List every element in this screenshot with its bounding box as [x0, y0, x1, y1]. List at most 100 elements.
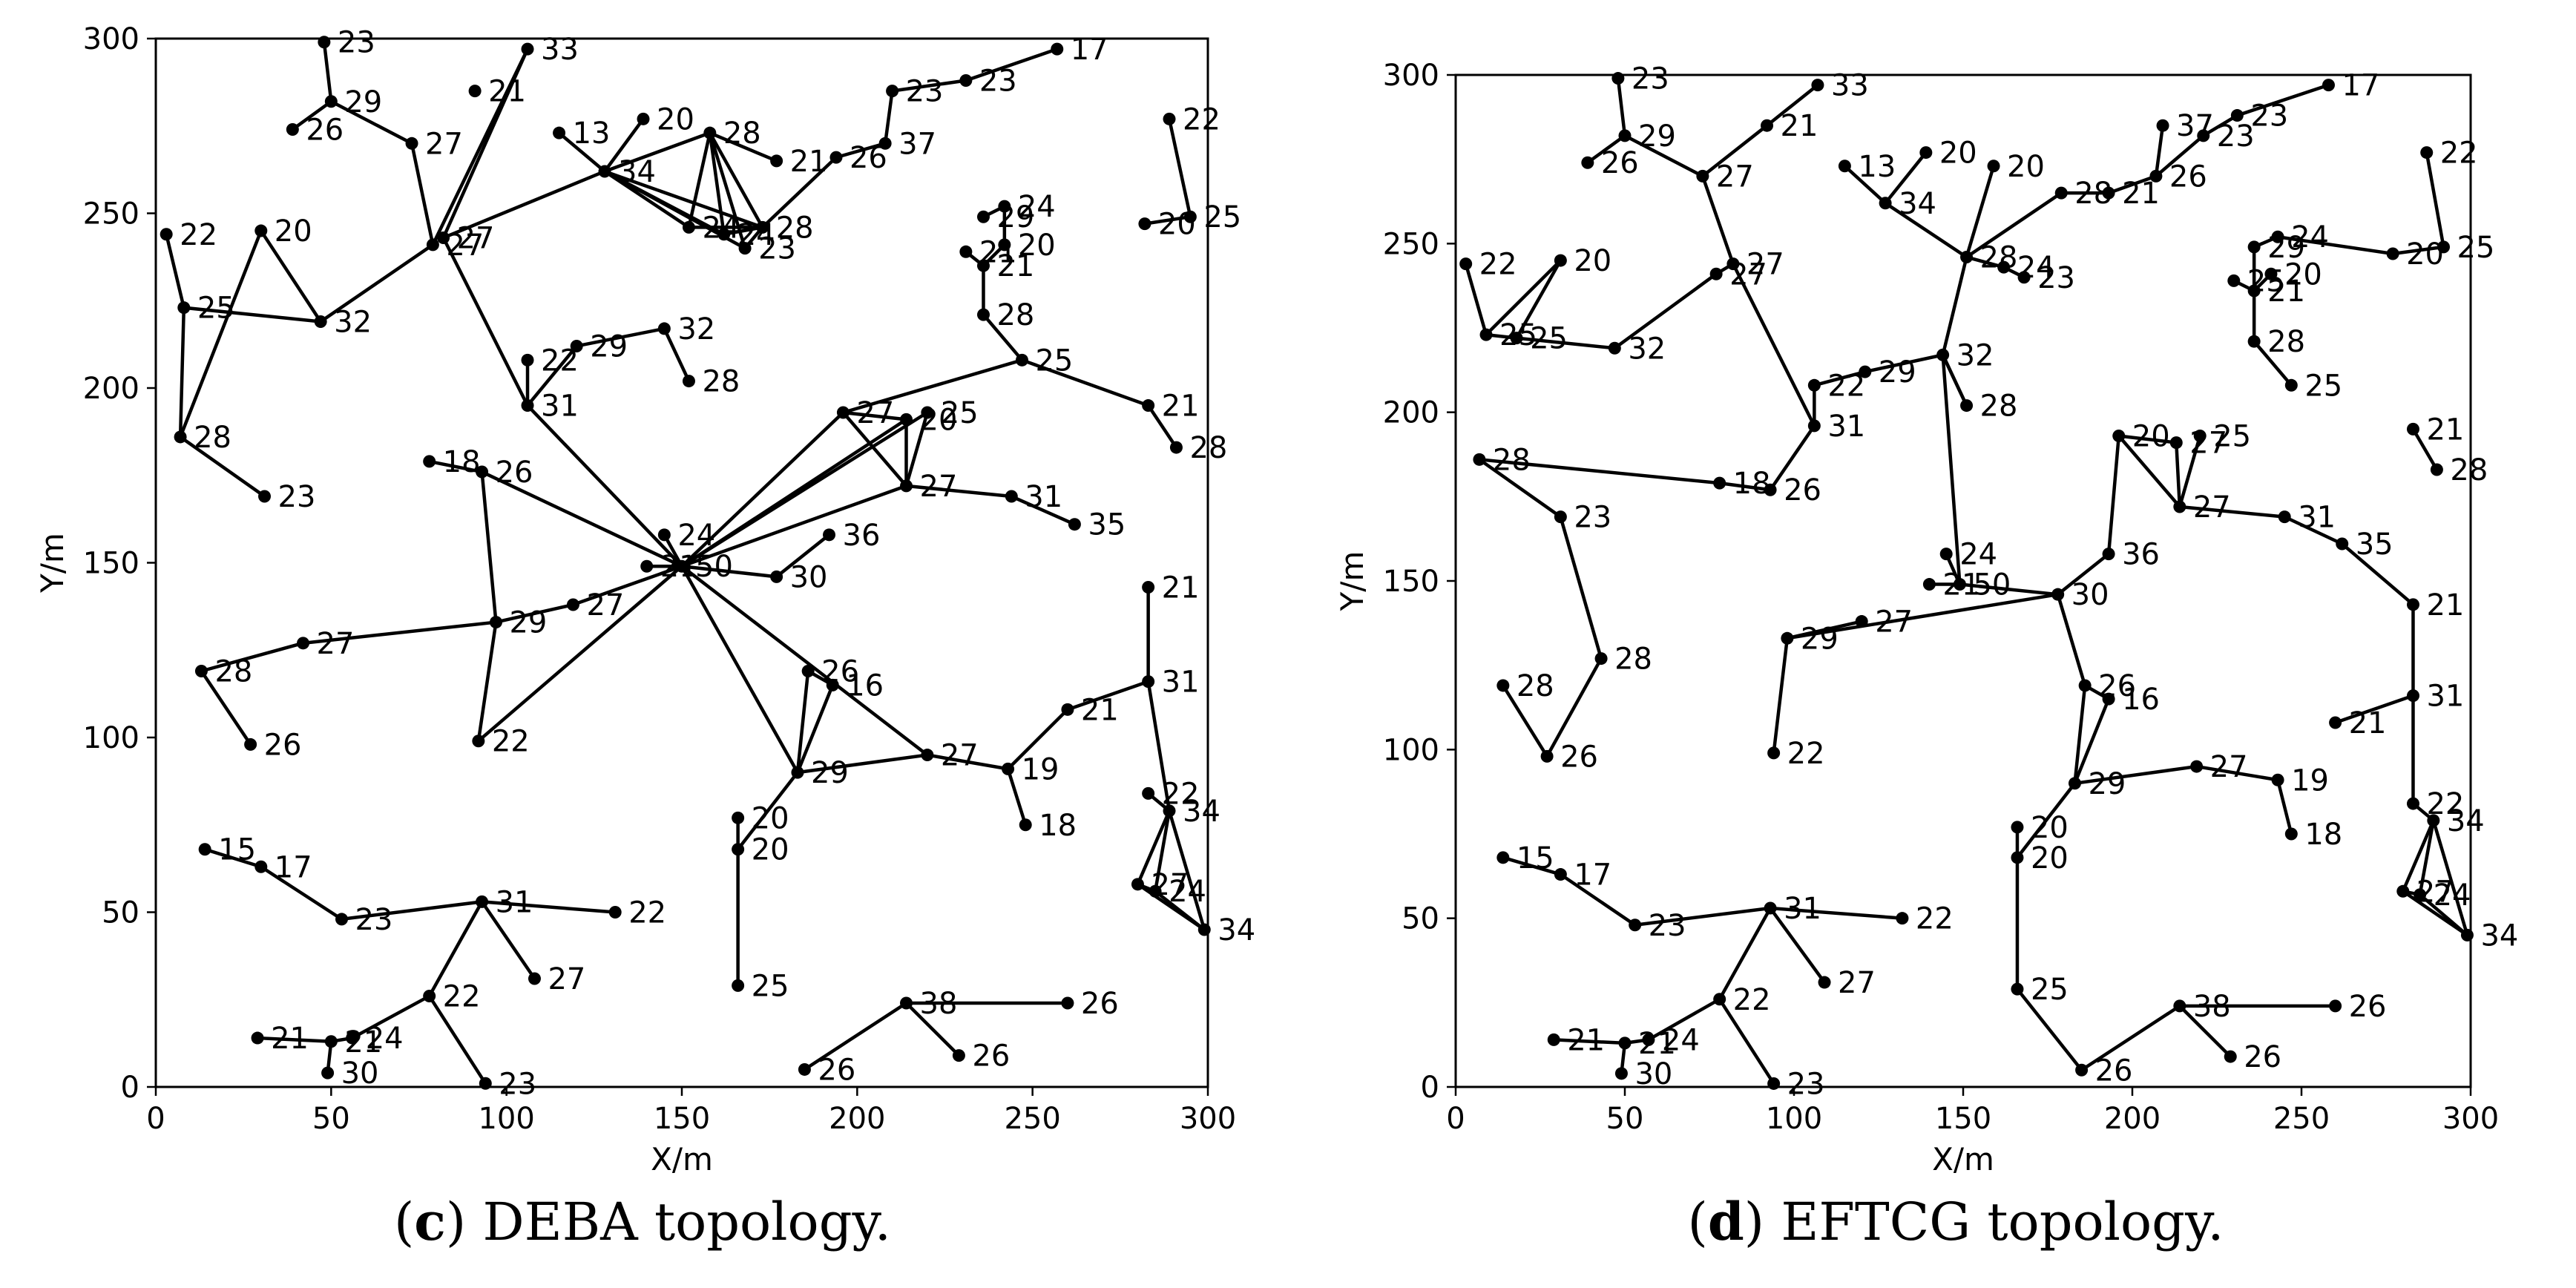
node-label: 23: [906, 75, 944, 109]
node-label: 25: [2213, 419, 2251, 453]
sensor-node: [952, 1049, 965, 1062]
sensor-node: [1068, 518, 1081, 531]
sensor-node: [1997, 260, 2011, 274]
node-label: 22: [628, 896, 666, 930]
node-label: 29: [509, 606, 547, 640]
node-label: 27: [2189, 427, 2227, 461]
sensor-node: [1149, 884, 1162, 898]
sensor-node: [1642, 1033, 1655, 1046]
sensor-node: [324, 1035, 338, 1048]
sensor-node: [1618, 129, 1632, 142]
topology-edge: [1559, 515, 1603, 660]
sensor-node: [1960, 399, 1974, 413]
node-label: 23: [2037, 261, 2075, 295]
topology-edge: [795, 683, 835, 775]
topology-edge: [1768, 424, 1816, 492]
y-tick-label: 100: [1383, 733, 1439, 767]
node-label: 22: [1916, 902, 1954, 936]
sensor-node: [1859, 365, 1872, 378]
node-label: 23: [1649, 909, 1686, 943]
node-label: 32: [1956, 338, 1994, 372]
topology-edge: [2154, 123, 2165, 178]
node-label: 28: [1517, 669, 1554, 703]
node-label: 22: [2440, 137, 2478, 171]
topology-edge: [427, 900, 484, 998]
sensor-node: [2284, 827, 2298, 841]
topology-edge: [2073, 697, 2111, 786]
node-label: 28: [214, 655, 252, 689]
sensor-node: [2149, 169, 2163, 183]
node-label: 24: [677, 519, 715, 553]
sensor-node: [1696, 169, 1709, 183]
topology-edge: [1965, 191, 2063, 259]
sensor-node: [878, 137, 892, 150]
sensor-node: [682, 220, 695, 234]
node-label: 38: [2193, 990, 2231, 1024]
topology-edge: [1501, 855, 1563, 876]
node-label: 29: [590, 329, 628, 364]
topology-edge: [663, 326, 691, 383]
topology-edge: [1785, 592, 2060, 640]
topology-edge: [760, 155, 838, 229]
node-label: 17: [1574, 858, 1611, 893]
sensor-node: [1608, 341, 1621, 355]
topology-edge: [164, 232, 186, 309]
node-label: 27: [941, 739, 979, 773]
sensor-node: [297, 637, 310, 650]
sensor-node: [703, 126, 717, 139]
sensor-node: [2406, 797, 2419, 810]
node-label: 24: [2434, 878, 2471, 913]
sensor-node: [2017, 271, 2031, 284]
topology-edge: [2015, 781, 2077, 860]
node-label: 24: [1662, 1023, 1700, 1057]
plot-frame: [154, 37, 1209, 1088]
topology-edge: [1965, 164, 1996, 259]
sensor-node: [738, 242, 752, 255]
y-tick-label: 150: [83, 547, 139, 581]
topology-edge: [427, 994, 487, 1085]
sensor-node: [521, 353, 534, 367]
topology-edge: [795, 753, 930, 775]
node-label: 13: [573, 116, 611, 151]
topology-edge: [680, 564, 930, 757]
sensor-node: [1473, 453, 1486, 466]
topology-edge: [2073, 764, 2198, 786]
node-label: 20: [920, 403, 958, 437]
node-label: 26: [264, 728, 302, 762]
sensor-node: [921, 749, 934, 762]
node-label: 27: [1716, 160, 1754, 194]
node-label: 23: [278, 480, 316, 514]
topology-edge: [318, 243, 435, 323]
topology-edge: [2276, 234, 2395, 256]
node-label: 23: [2250, 99, 2288, 134]
topology-edge: [1768, 906, 1827, 985]
node-label: 21: [790, 145, 828, 179]
node-label: 26: [1560, 740, 1598, 774]
topology-edge: [476, 620, 498, 743]
node-label: 21: [2267, 275, 2305, 309]
sensor-node: [2102, 186, 2115, 200]
topology-edge: [255, 1036, 333, 1044]
topology-edge: [1006, 708, 1070, 771]
x-tick-label: 300: [2442, 1102, 2499, 1136]
caption-deba: (c) DEBA topology.: [393, 1191, 892, 1252]
node-label: 21: [1781, 109, 1818, 143]
topology-edge: [2418, 818, 2436, 897]
x-axis-label: X/m: [651, 1141, 713, 1177]
topology-edge: [178, 435, 266, 499]
node-label: 28: [194, 421, 231, 455]
node-label: 26: [1081, 987, 1119, 1021]
sensor-node: [1764, 483, 1777, 496]
topology-edge: [1863, 353, 1945, 374]
topology-edge: [841, 410, 908, 488]
topology-edge: [441, 236, 530, 407]
topology-edge: [2431, 818, 2469, 937]
topology-edge: [1813, 369, 1867, 387]
sensor-node: [1142, 580, 1155, 594]
sensor-node: [1807, 419, 1821, 433]
node-label: 21: [2349, 706, 2387, 740]
topology-edge: [2080, 1004, 2182, 1072]
topology-edge: [964, 47, 1059, 82]
topology-edge: [2235, 83, 2330, 117]
sensor-node: [1922, 578, 1936, 591]
